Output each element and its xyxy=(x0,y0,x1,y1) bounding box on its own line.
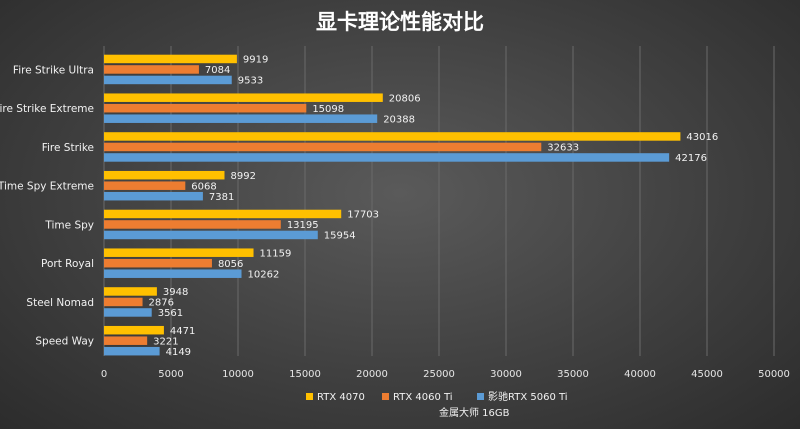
bar xyxy=(104,248,254,257)
legend: RTX 4070 RTX 4060 Ti 影驰RTX 5060 Ti 金属大师 16G… xyxy=(306,390,568,419)
bar xyxy=(104,103,307,113)
category-label: Speed Way xyxy=(35,336,94,348)
x-tick-label: 50000 xyxy=(758,369,790,380)
bar xyxy=(104,209,342,219)
data-label: 20806 xyxy=(389,93,421,104)
data-label: 10262 xyxy=(248,269,280,280)
data-label: 15954 xyxy=(324,231,356,242)
data-label: 42176 xyxy=(675,153,707,164)
bars xyxy=(104,54,681,356)
x-tick-label: 40000 xyxy=(624,369,656,380)
legend-label-line2: 金属大师 16GB xyxy=(439,406,510,419)
legend-swatch xyxy=(382,393,389,400)
data-label: 4149 xyxy=(166,347,191,358)
category-label: Fire Strike xyxy=(42,142,94,154)
bar xyxy=(104,308,152,317)
data-label: 13195 xyxy=(287,220,319,231)
bar xyxy=(104,153,670,162)
data-label: 9919 xyxy=(243,55,268,66)
bar xyxy=(104,346,160,356)
chart-title: 显卡理论性能对比 xyxy=(316,10,484,34)
bar xyxy=(104,54,237,64)
data-label: 3561 xyxy=(158,308,183,319)
legend-label: 影驰RTX 5060 Ti xyxy=(488,390,568,403)
bar xyxy=(104,65,199,74)
bar xyxy=(104,181,186,190)
data-label: 11159 xyxy=(260,248,292,259)
data-label: 8056 xyxy=(218,259,243,270)
data-label: 3221 xyxy=(153,336,178,347)
data-label: 8992 xyxy=(230,171,255,182)
category-labels: Fire Strike Ultra Fire Strike Extreme Fire… xyxy=(0,64,94,347)
data-label: 2876 xyxy=(149,298,174,309)
bar xyxy=(104,336,148,345)
x-tick-label: 30000 xyxy=(490,369,522,380)
bar xyxy=(104,325,164,335)
bar xyxy=(104,132,681,141)
bar xyxy=(104,297,143,307)
category-label: Time Spy Extreme xyxy=(0,181,94,193)
category-label: Fire Strike Extreme xyxy=(0,103,94,115)
legend-label: RTX 4070 xyxy=(317,392,365,403)
x-tick-label: 25000 xyxy=(423,369,455,380)
bar xyxy=(104,142,542,152)
data-labels: 9919 7084 9533 20806 15098 20388 43016 32633 421… xyxy=(149,55,719,358)
bar xyxy=(104,287,157,296)
category-label: Fire Strike Ultra xyxy=(13,64,94,76)
x-tick-label: 35000 xyxy=(557,369,589,380)
data-label: 4471 xyxy=(170,326,195,337)
legend-swatch xyxy=(477,393,484,400)
data-label: 43016 xyxy=(686,132,718,143)
bar xyxy=(104,75,232,85)
bar xyxy=(104,114,378,123)
bar xyxy=(104,230,318,240)
bar xyxy=(104,258,212,268)
x-axis-ticks: 0 5000 10000 15000 20000 25000 30000 35000 40000… xyxy=(101,369,790,380)
category-label: Steel Nomad xyxy=(26,297,94,309)
legend-swatch xyxy=(306,393,313,400)
bar xyxy=(104,191,203,201)
x-tick-label: 10000 xyxy=(222,369,254,380)
data-label: 7084 xyxy=(205,65,230,76)
x-tick-label: 5000 xyxy=(158,369,183,380)
bar xyxy=(104,93,383,102)
data-label: 20388 xyxy=(383,114,415,125)
bar xyxy=(104,170,225,180)
data-label: 9533 xyxy=(238,76,263,87)
x-tick-label: 0 xyxy=(101,369,107,380)
data-label: 17703 xyxy=(347,210,379,221)
x-tick-label: 15000 xyxy=(289,369,321,380)
category-label: Time Spy xyxy=(44,219,94,231)
legend-label: RTX 4060 Ti xyxy=(393,392,453,403)
gridlines xyxy=(103,46,775,356)
bar xyxy=(104,220,281,229)
data-label: 3948 xyxy=(163,287,188,298)
bar xyxy=(104,269,242,278)
x-tick-label: 20000 xyxy=(356,369,388,380)
x-tick-label: 45000 xyxy=(691,369,723,380)
data-label: 32633 xyxy=(547,143,579,154)
category-label: Port Royal xyxy=(41,258,94,270)
data-label: 6068 xyxy=(191,181,216,192)
data-label: 15098 xyxy=(312,104,344,115)
data-label: 7381 xyxy=(209,192,234,203)
